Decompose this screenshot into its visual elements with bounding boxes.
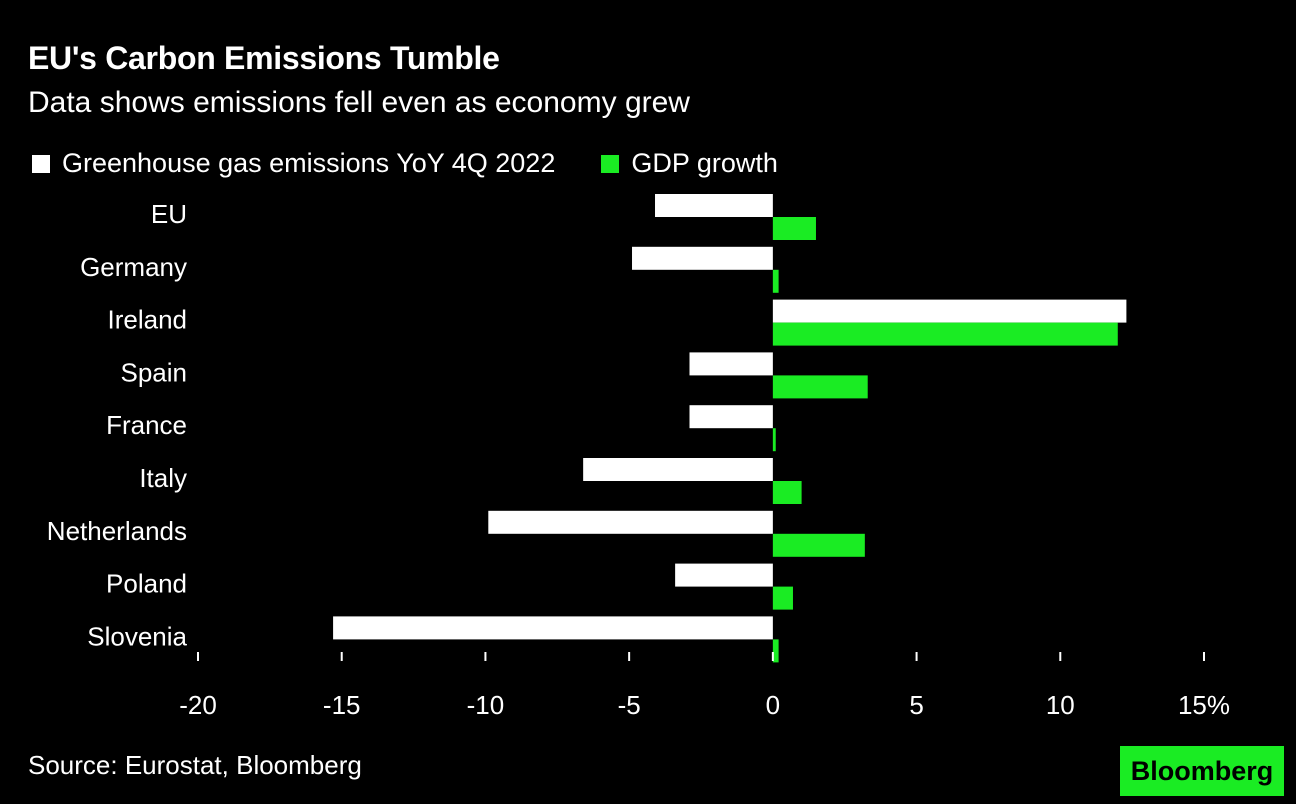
emissions-bar-spain [689, 352, 773, 376]
emissions-bar-netherlands [488, 510, 773, 534]
chart-title: EU's Carbon Emissions Tumble [28, 40, 500, 76]
emissions-bar-eu [655, 194, 773, 217]
gdp-bar-italy [772, 481, 802, 504]
category-label-slovenia: Slovenia [87, 621, 187, 651]
emissions-bar-italy [583, 458, 773, 481]
legend-label-emissions: Greenhouse gas emissions YoY 4Q 2022 [62, 148, 556, 178]
x-tick-label: -15 [323, 690, 361, 720]
emissions-bar-slovenia [333, 616, 773, 640]
gdp-bar-netherlands [772, 533, 865, 557]
gdp-bar-poland [772, 586, 793, 610]
gdp-bar-germany [772, 269, 779, 293]
emissions-bar-germany [632, 246, 773, 270]
x-tick-label: 15% [1178, 690, 1230, 720]
category-label-germany: Germany [80, 252, 187, 282]
category-label-spain: Spain [121, 357, 188, 387]
category-label-italy: Italy [139, 463, 187, 493]
chart-subtitle: Data shows emissions fell even as econom… [28, 86, 690, 119]
gdp-bar-spain [772, 375, 868, 399]
bloomberg-logo: Bloomberg [1120, 746, 1284, 796]
emissions-bar-france [689, 405, 773, 429]
category-label-france: France [106, 410, 187, 440]
x-tick-label: -10 [467, 690, 505, 720]
emissions-bar-poland [675, 563, 773, 587]
category-label-ireland: Ireland [108, 305, 188, 335]
x-tick-label: 0 [766, 690, 780, 720]
source-note: Source: Eurostat, Bloomberg [28, 750, 362, 780]
gdp-bar-eu [772, 217, 816, 240]
gdp-bar-slovenia [772, 639, 779, 663]
gdp-bar-ireland [772, 322, 1118, 346]
x-tick-label: -5 [618, 690, 641, 720]
x-tick-label: 5 [909, 690, 923, 720]
legend-swatch-emissions [32, 154, 50, 173]
legend: Greenhouse gas emissions YoY 4Q 2022 GDP… [32, 148, 824, 179]
legend-swatch-gdp [601, 154, 620, 173]
category-label-eu: EU [151, 199, 187, 229]
category-label-netherlands: Netherlands [47, 516, 187, 546]
legend-item-emissions: Greenhouse gas emissions YoY 4Q 2022 [32, 148, 555, 179]
x-tick-label: 10 [1046, 690, 1075, 720]
gdp-bar-france [772, 428, 776, 452]
emissions-bar-ireland [772, 299, 1127, 323]
category-label-poland: Poland [106, 569, 187, 599]
legend-label-gdp: GDP growth [631, 148, 778, 178]
legend-item-gdp: GDP growth [601, 148, 778, 179]
x-tick-label: -20 [179, 690, 217, 720]
